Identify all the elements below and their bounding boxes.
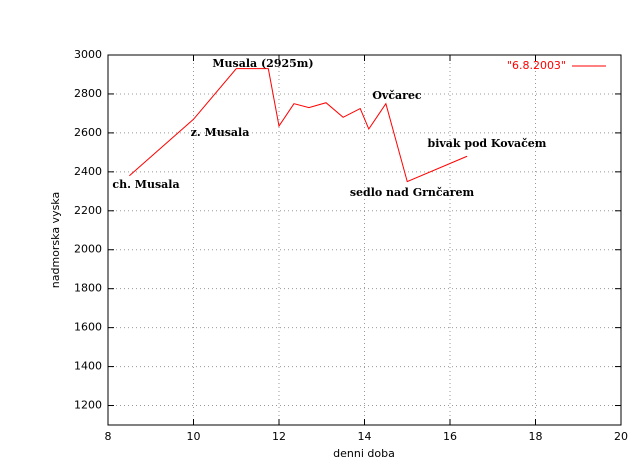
y-tick-label: 3000 bbox=[74, 48, 102, 61]
data-line bbox=[129, 68, 468, 183]
y-tick-label: 2800 bbox=[74, 87, 102, 100]
annotation: ch. Musala bbox=[112, 178, 179, 191]
x-tick-label: 20 bbox=[614, 430, 628, 443]
annotation: Ovčarec bbox=[372, 89, 422, 102]
legend-label: "6.8.2003" bbox=[507, 59, 566, 72]
y-tick-label: 1600 bbox=[74, 321, 102, 334]
y-tick-label: 1200 bbox=[74, 399, 102, 412]
y-tick-label: 1800 bbox=[74, 282, 102, 295]
annotation: Musala (2925m) bbox=[212, 57, 313, 70]
y-axis-label: nadmorska vyska bbox=[49, 192, 62, 288]
x-tick-label: 16 bbox=[443, 430, 457, 443]
y-tick-label: 2200 bbox=[74, 204, 102, 217]
x-tick-label: 8 bbox=[105, 430, 112, 443]
plot-frame bbox=[107, 54, 622, 426]
annotation: sedlo nad Grnčarem bbox=[350, 186, 475, 199]
y-tick-label: 2600 bbox=[74, 126, 102, 139]
x-tick-label: 18 bbox=[529, 430, 543, 443]
x-tick-label: 12 bbox=[272, 430, 286, 443]
x-tick-label: 10 bbox=[187, 430, 201, 443]
annotation: z. Musala bbox=[191, 126, 250, 139]
y-tick-label: 1400 bbox=[74, 360, 102, 373]
x-axis-label: denni doba bbox=[333, 447, 395, 460]
annotation: bivak pod Kovačem bbox=[428, 137, 547, 150]
y-tick-label: 2000 bbox=[74, 243, 102, 256]
y-tick-label: 2400 bbox=[74, 165, 102, 178]
x-tick-label: 14 bbox=[358, 430, 372, 443]
